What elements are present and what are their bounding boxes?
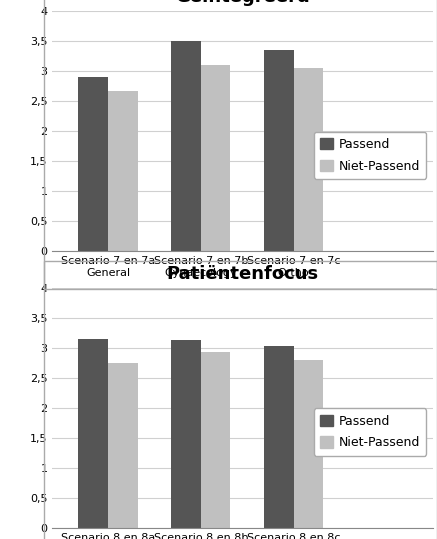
Bar — [108, 363, 138, 528]
Bar — [78, 77, 108, 252]
Title: Geïntegreerd: Geïntegreerd — [175, 0, 310, 6]
Bar — [201, 352, 230, 528]
Bar — [171, 341, 201, 528]
Bar — [294, 68, 323, 252]
Bar — [264, 346, 294, 528]
Legend: Passend, Niet-Passend: Passend, Niet-Passend — [314, 409, 427, 455]
Title: Patiëntenfocus: Patiëntenfocus — [166, 265, 319, 283]
Bar — [171, 41, 201, 252]
Bar — [108, 91, 138, 252]
Bar — [201, 65, 230, 252]
Bar — [264, 50, 294, 252]
Bar — [78, 338, 108, 528]
Bar — [294, 360, 323, 528]
Legend: Passend, Niet-Passend: Passend, Niet-Passend — [314, 132, 427, 179]
